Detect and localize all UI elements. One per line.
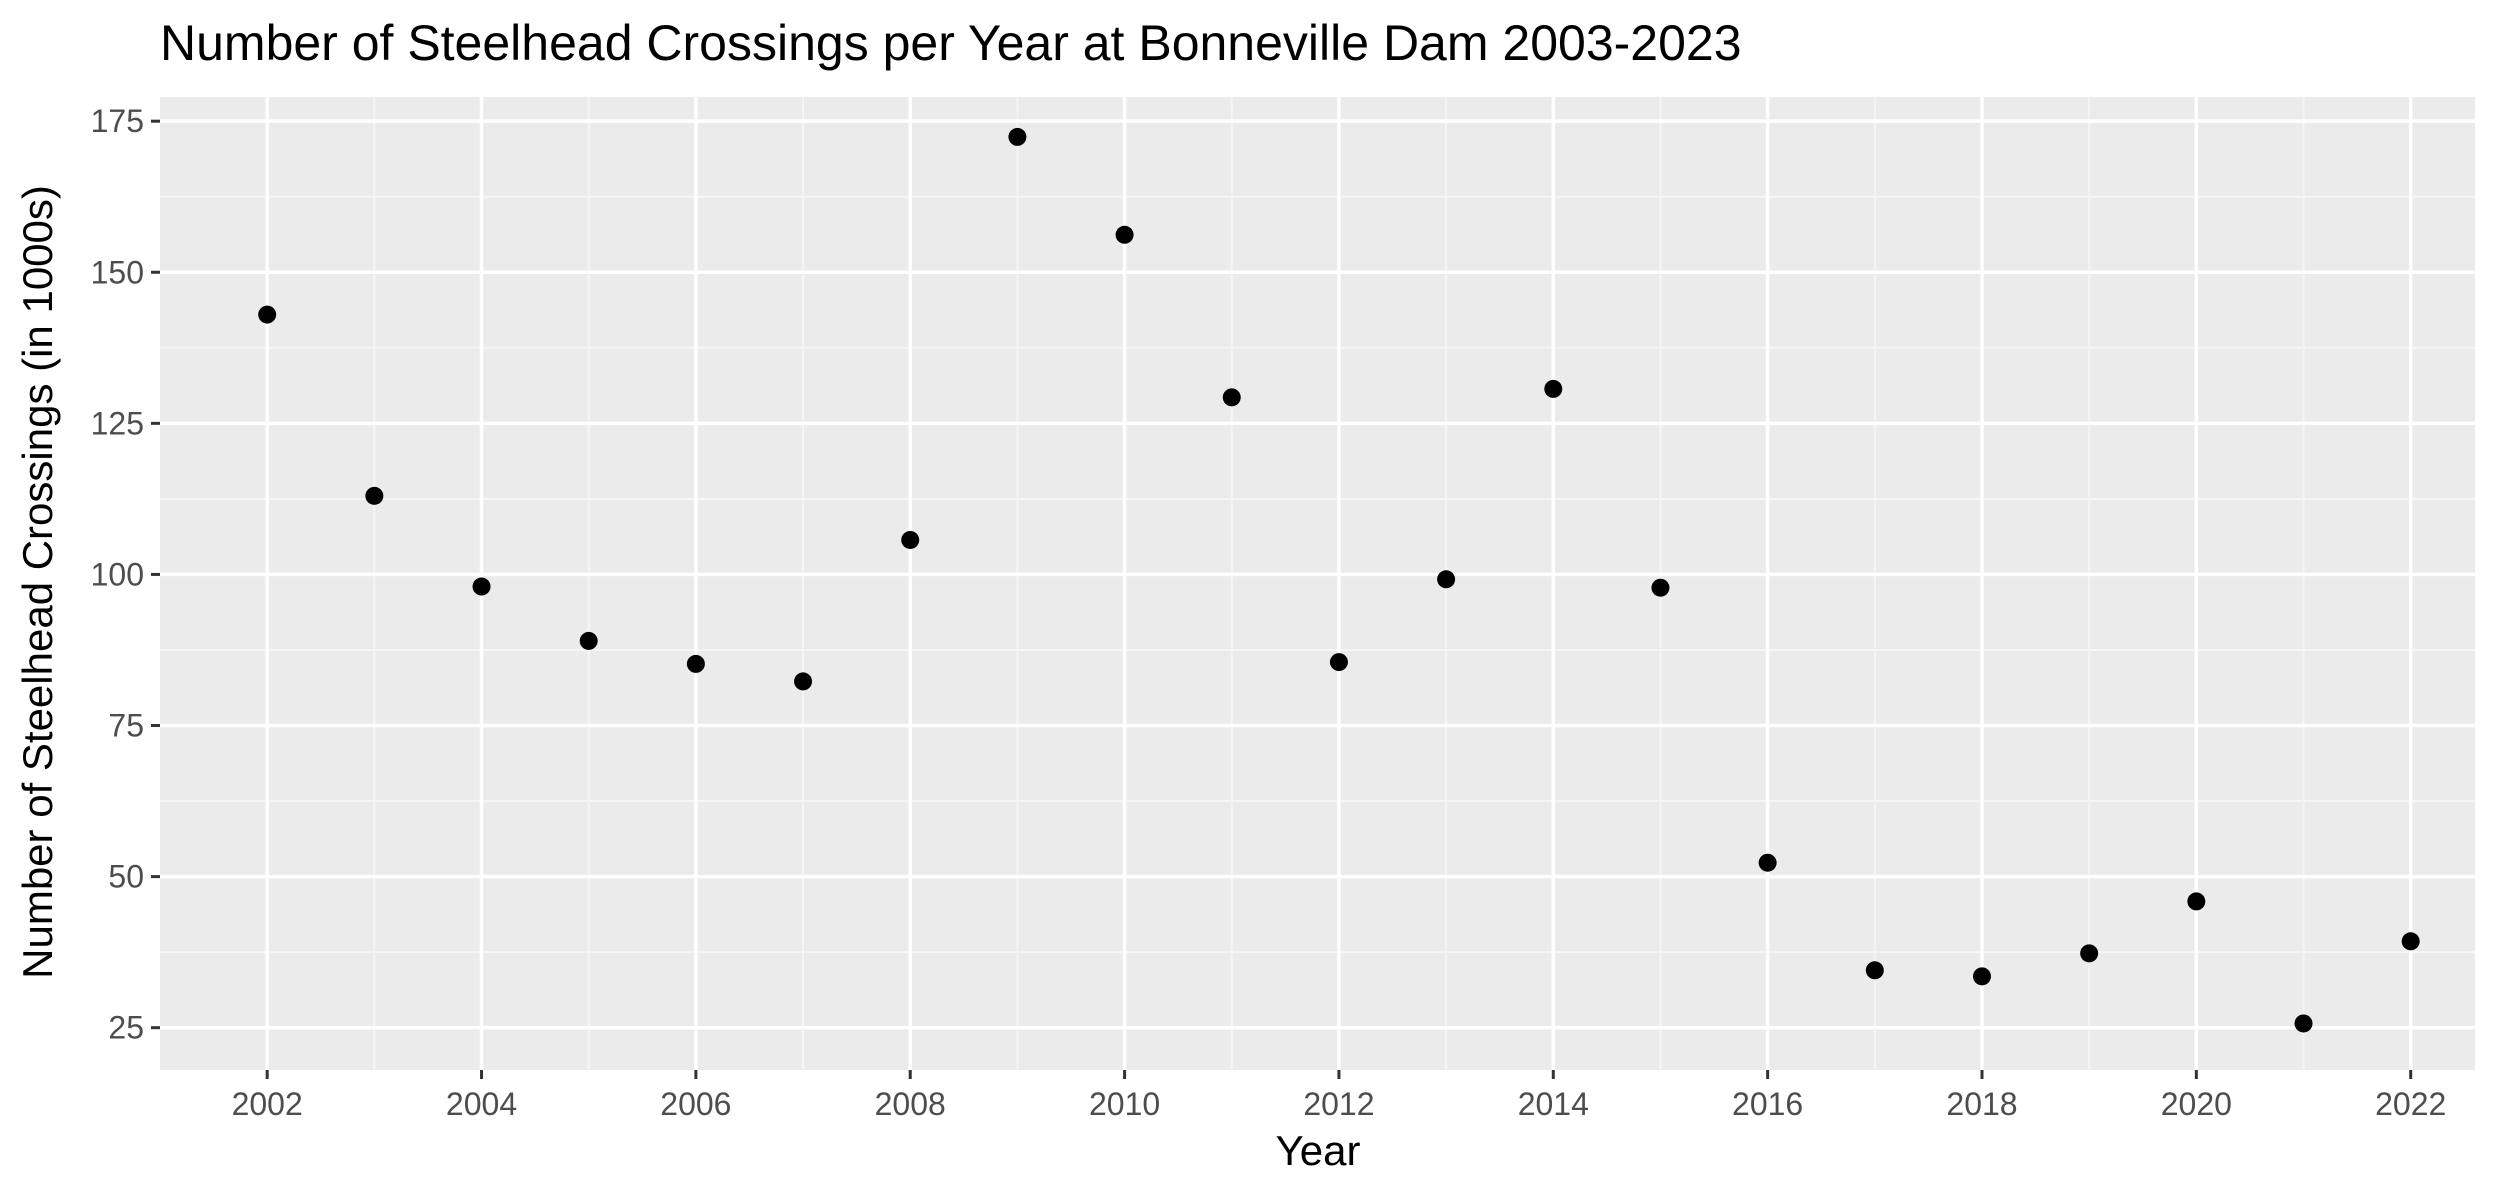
data-point <box>1972 967 1991 986</box>
y-tick-label: 125 <box>91 405 144 441</box>
data-point <box>686 654 705 673</box>
x-axis-ticks: 2002 2004 2006 2008 2010 2012 2014 2016 2018 2020… <box>232 1070 2446 1122</box>
x-tick-label: 2018 <box>1946 1086 2017 1122</box>
data-point <box>579 631 598 650</box>
data-point <box>365 486 384 505</box>
data-point <box>901 530 920 549</box>
data-point <box>1758 853 1777 872</box>
x-tick-label: 2008 <box>875 1086 946 1122</box>
x-tick-label: 2014 <box>1518 1086 1589 1122</box>
data-point <box>2401 932 2420 951</box>
plot-panel <box>160 97 2475 1070</box>
data-points <box>258 127 2420 1033</box>
x-axis-title: Year <box>1276 1127 1361 1174</box>
data-point <box>472 577 491 596</box>
data-point <box>1115 225 1134 244</box>
data-point <box>1544 379 1563 398</box>
y-tick-label: 25 <box>108 1010 144 1046</box>
data-point <box>1437 570 1456 589</box>
data-point <box>1651 578 1670 597</box>
data-point <box>2294 1014 2313 1033</box>
y-axis-title: Number of Steelhead Crossings (in 1000s) <box>14 185 61 979</box>
x-tick-label: 2010 <box>1089 1086 1160 1122</box>
x-tick-label: 2006 <box>660 1086 731 1122</box>
y-axis-ticks: 25 50 75 100 125 150 175 <box>91 103 160 1046</box>
x-tick-label: 2002 <box>232 1086 303 1122</box>
data-point <box>794 672 813 691</box>
y-tick-label: 75 <box>108 708 144 744</box>
data-point <box>1865 961 1884 980</box>
data-point <box>2080 944 2099 963</box>
x-tick-label: 2004 <box>446 1086 517 1122</box>
y-tick-label: 175 <box>91 103 144 139</box>
y-tick-label: 50 <box>108 859 144 895</box>
y-tick-label: 100 <box>91 556 144 592</box>
y-tick-label: 150 <box>91 254 144 290</box>
data-point <box>2187 892 2206 911</box>
x-tick-label: 2012 <box>1303 1086 1374 1122</box>
x-tick-label: 2020 <box>2161 1086 2232 1122</box>
chart-title: Number of Steelhead Crossings per Year a… <box>160 15 1742 71</box>
data-point <box>258 305 277 324</box>
x-tick-label: 2022 <box>2375 1086 2446 1122</box>
x-tick-label: 2016 <box>1732 1086 1803 1122</box>
data-point <box>1008 127 1027 146</box>
data-point <box>1222 388 1241 407</box>
data-point <box>1329 653 1348 672</box>
